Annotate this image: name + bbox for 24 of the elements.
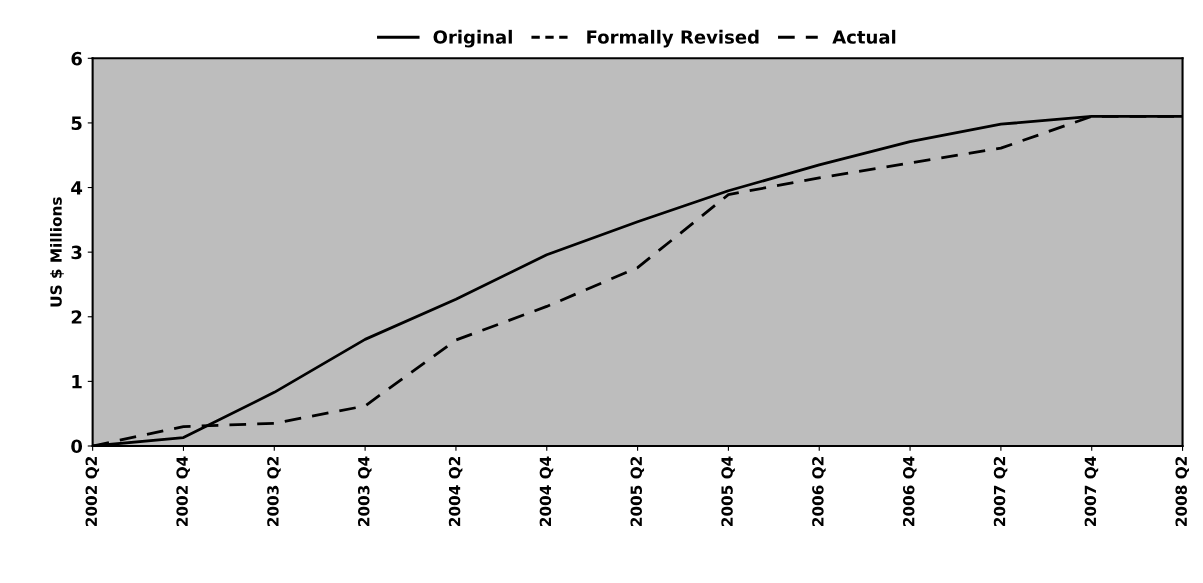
x-tick-label: 2005 Q4	[721, 456, 735, 526]
x-tick-label: 2004 Q4	[539, 456, 554, 526]
y-axis-title: US $ Millions	[50, 197, 64, 307]
y-tick-label: 0	[71, 439, 83, 454]
legend-label: Actual	[832, 29, 896, 44]
y-tick-label: 2	[71, 310, 82, 324]
x-tick-label: 2005 Q2	[630, 457, 645, 526]
x-tick-label: 2007 Q2	[993, 457, 1008, 526]
x-tick-label: 2006 Q2	[812, 457, 826, 526]
x-tick-label: 2007 Q4	[1084, 456, 1099, 526]
x-tick-label: 2002 Q4	[176, 456, 190, 526]
x-tick-label: 2004 Q2	[448, 457, 463, 526]
x-tick-label: 2003 Q2	[267, 457, 281, 526]
x-tick-label: 2002 Q2	[85, 457, 100, 526]
y-tick-label: 1	[72, 375, 82, 389]
y-tick-label: 5	[71, 116, 82, 131]
legend-label: Original	[433, 29, 512, 48]
x-tick-label: 2003 Q4	[357, 456, 372, 526]
y-tick-label: 4	[71, 181, 83, 195]
x-tick-label: 2008 Q2	[1175, 457, 1189, 526]
x-tick-label: 2006 Q4	[902, 456, 917, 526]
y-tick-label: 6	[71, 51, 82, 66]
y-tick-label: 3	[71, 245, 82, 260]
legend-label: Formally Revised	[587, 29, 759, 48]
